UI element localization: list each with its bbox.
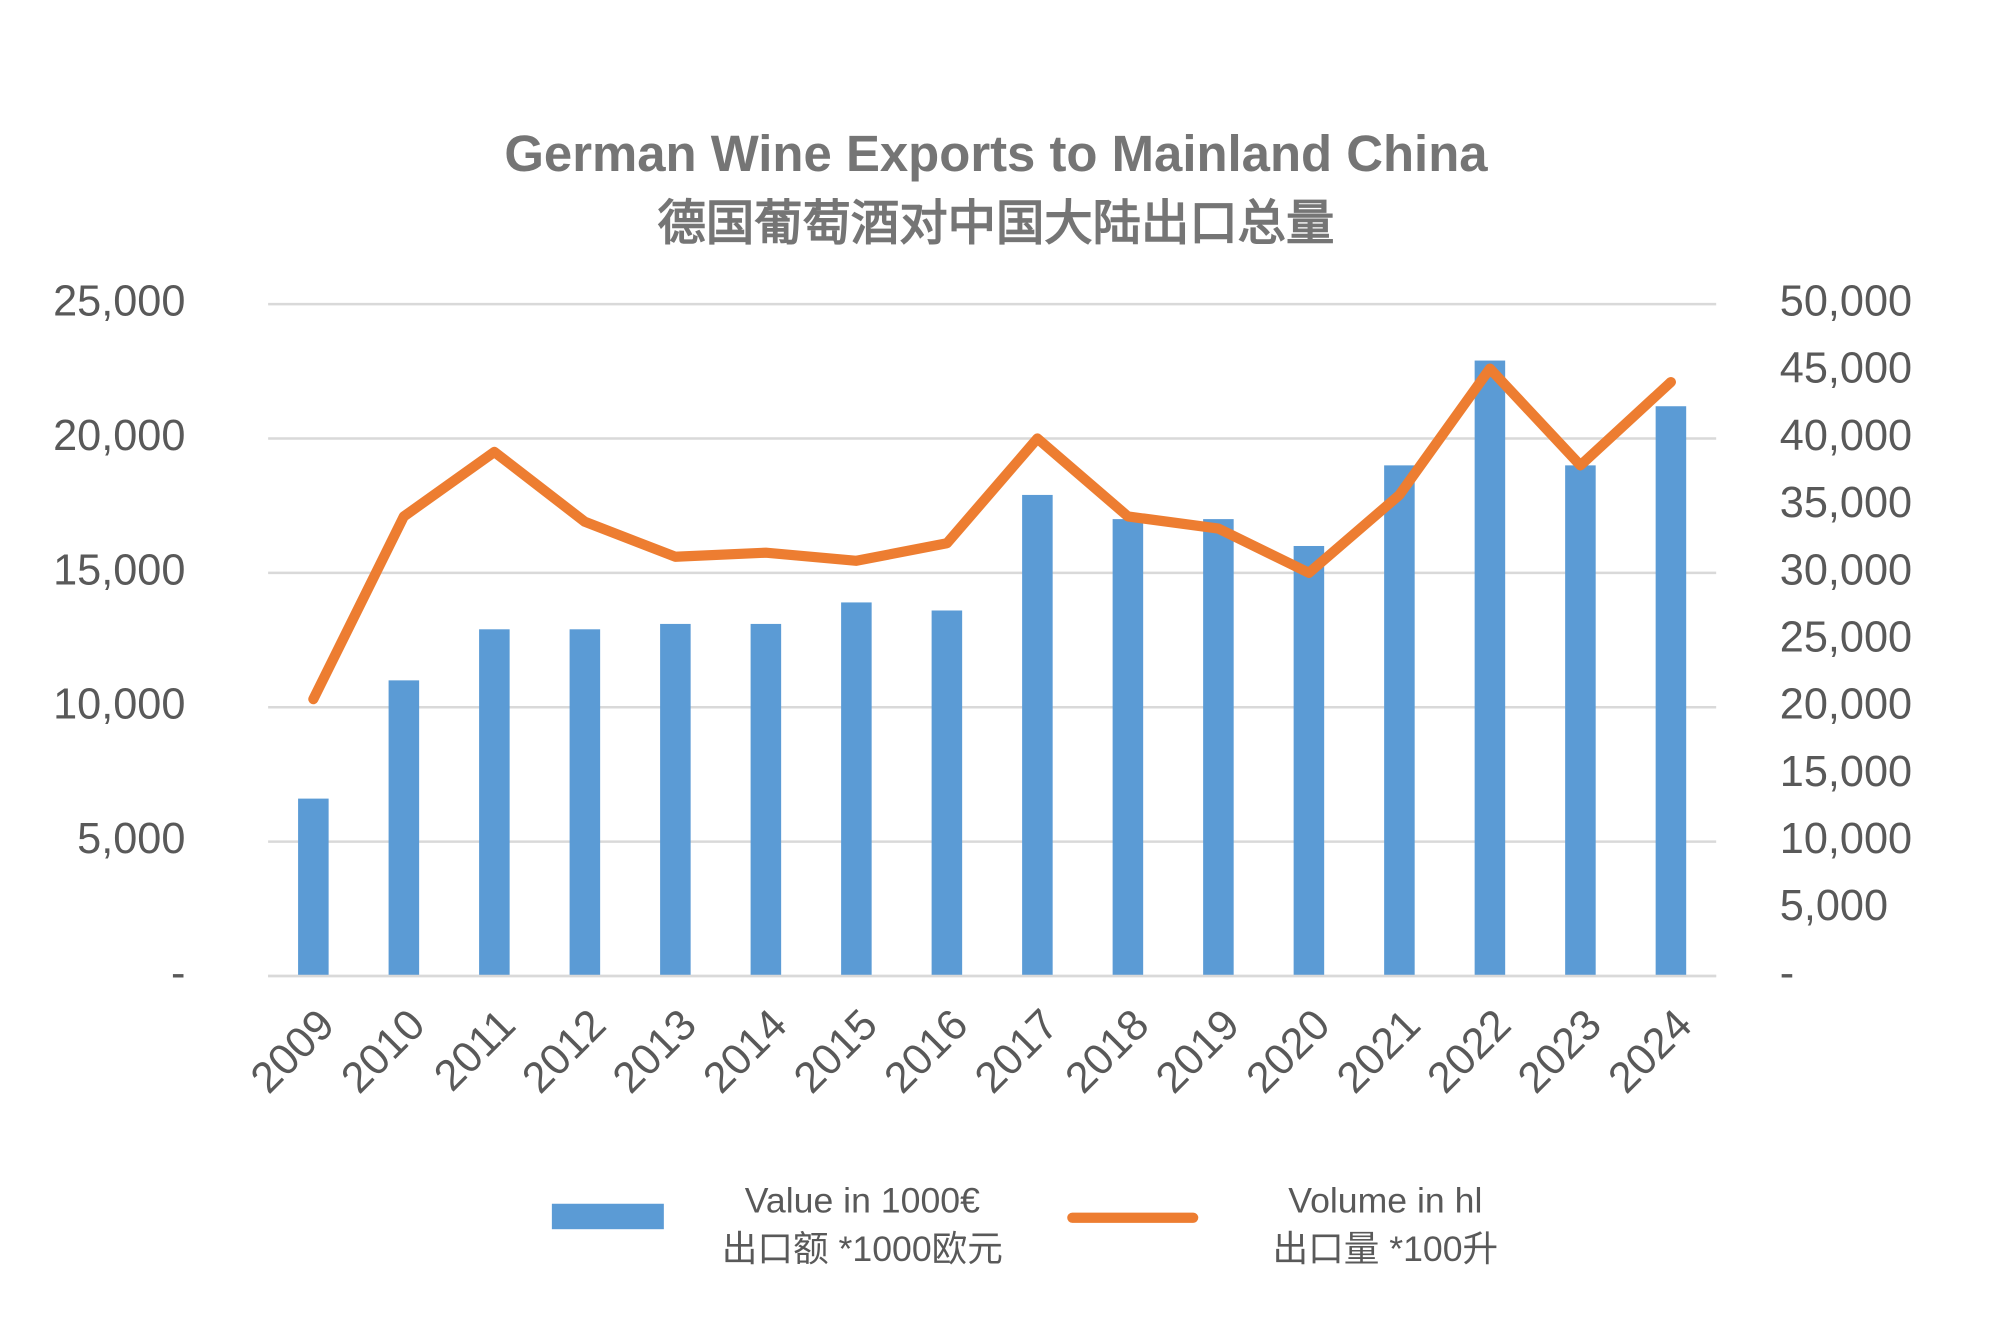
x-tick-label: 2013 xyxy=(604,1000,706,1102)
x-tick-label: 2010 xyxy=(332,1000,434,1102)
chart-subtitle: 德国葡萄酒对中国大陆出口总量 xyxy=(658,196,1335,250)
legend-item: Volume in hl 出口量 *100升 xyxy=(1272,1180,1499,1269)
bar xyxy=(1022,494,1053,976)
bar xyxy=(931,610,963,976)
bar xyxy=(1293,545,1325,976)
bar xyxy=(1203,519,1234,976)
y2-tick-label: 25,000 xyxy=(1780,613,1912,661)
x-tick-label: 2009 xyxy=(242,1000,344,1102)
y2-tick-label: 10,000 xyxy=(1780,815,1912,863)
x-tick-label: 2023 xyxy=(1509,1000,1611,1102)
x-tick-label: 2021 xyxy=(1328,1000,1430,1102)
x-tick-label: 2015 xyxy=(785,1000,887,1102)
bar xyxy=(1565,465,1596,976)
y-tick-label: 20,000 xyxy=(53,412,185,460)
y2-tick-label: 15,000 xyxy=(1780,748,1912,796)
legend-item: Value in 1000€ 出口额 *1000欧元 xyxy=(721,1180,1003,1269)
legend-label: Value in 1000€ 出口额 *1000欧元 xyxy=(721,1180,1003,1269)
x-tick-label: 2014 xyxy=(694,1000,796,1102)
legend-swatch xyxy=(551,1203,664,1230)
bar xyxy=(841,602,872,976)
bar xyxy=(750,623,782,976)
y-tick-label: 5,000 xyxy=(77,815,185,863)
x-tick-label: 2019 xyxy=(1147,1000,1249,1102)
bar xyxy=(660,623,691,976)
x-tick-label: 2017 xyxy=(966,1000,1068,1102)
bar xyxy=(479,629,510,976)
bar xyxy=(569,629,601,976)
y-tick-label: 25,000 xyxy=(53,278,185,326)
legend-label: Volume in hl 出口量 *100升 xyxy=(1272,1180,1499,1269)
y2-tick-label: 50,000 xyxy=(1780,278,1912,326)
y2-tick-label: 35,000 xyxy=(1780,479,1912,527)
x-tick-label: 2022 xyxy=(1418,1000,1520,1102)
bar xyxy=(388,680,420,976)
y2-tick-label: 40,000 xyxy=(1780,412,1912,460)
y-tick-label: 10,000 xyxy=(53,681,185,729)
y2-tick-label: 45,000 xyxy=(1780,345,1912,393)
bar xyxy=(1384,465,1415,976)
bar xyxy=(298,798,329,976)
line xyxy=(308,363,1677,705)
x-tick-label: 2020 xyxy=(1237,1000,1339,1102)
x-tick-label: 2011 xyxy=(425,1000,525,1100)
x-tick-label: 2012 xyxy=(513,1000,615,1102)
y2-tick-label: 5,000 xyxy=(1780,882,1888,930)
y2-tick-label: - xyxy=(1780,949,1794,997)
y-tick-label: 15,000 xyxy=(53,546,185,594)
y2-tick-label: 20,000 xyxy=(1780,681,1912,729)
x-tick-label: 2024 xyxy=(1599,1000,1701,1102)
x-tick-label: 2018 xyxy=(1056,1000,1158,1102)
y-tick-label: - xyxy=(171,949,185,997)
x-tick-label: 2016 xyxy=(875,1000,977,1102)
bar xyxy=(1655,406,1687,976)
chart-title: German Wine Exports to Mainland China xyxy=(504,125,1488,182)
y2-tick-label: 30,000 xyxy=(1780,546,1912,594)
bar xyxy=(1474,360,1506,976)
bar xyxy=(1112,519,1144,976)
